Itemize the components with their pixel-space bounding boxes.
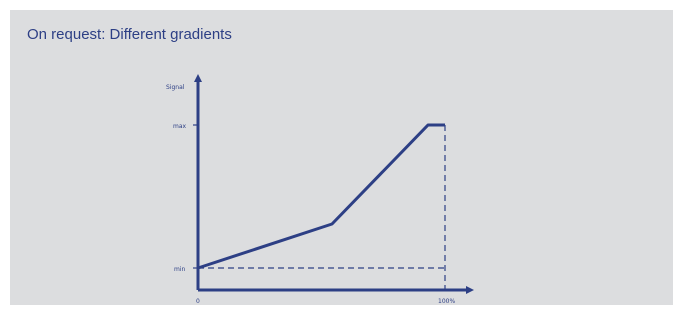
signal-curve <box>197 123 445 270</box>
x-origin-label: 0 <box>196 298 200 305</box>
min-label: min <box>174 266 186 273</box>
diagram-panel <box>10 10 673 305</box>
diagram-heading: On request: Different gradients <box>27 26 232 43</box>
x-end-label: 100% <box>438 298 455 305</box>
max-label: max <box>173 123 187 130</box>
y-axis-label: Signal <box>166 84 185 91</box>
